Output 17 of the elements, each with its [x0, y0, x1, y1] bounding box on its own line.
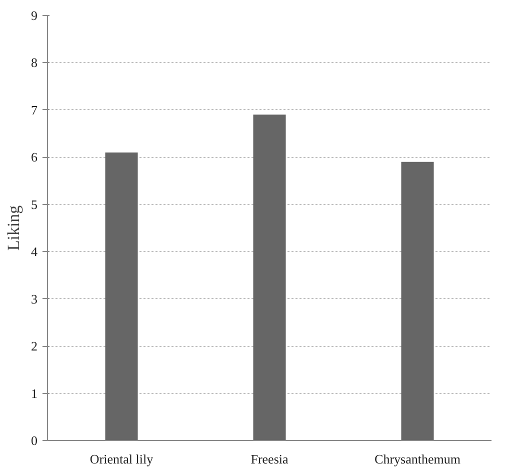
bar — [401, 162, 434, 440]
bar — [253, 114, 286, 440]
x-tick-label: Oriental lily — [90, 452, 154, 466]
y-tick-label: 3 — [31, 291, 38, 306]
y-tick-label: 5 — [31, 196, 38, 212]
y-tick-label: 7 — [31, 102, 38, 118]
x-tick-label: Chrysanthemum — [374, 452, 460, 466]
y-tick-label: 0 — [31, 433, 38, 448]
y-tick-label: 9 — [31, 8, 38, 23]
x-tick-label: Freesia — [250, 452, 288, 466]
bar — [105, 152, 138, 440]
y-tick-label: 8 — [31, 55, 38, 70]
y-axis-title: Liking — [4, 204, 23, 251]
y-tick-label: 1 — [31, 386, 38, 401]
y-tick-label: 2 — [31, 338, 38, 354]
y-tick-label: 6 — [31, 150, 38, 165]
y-tick-label: 4 — [31, 244, 38, 260]
